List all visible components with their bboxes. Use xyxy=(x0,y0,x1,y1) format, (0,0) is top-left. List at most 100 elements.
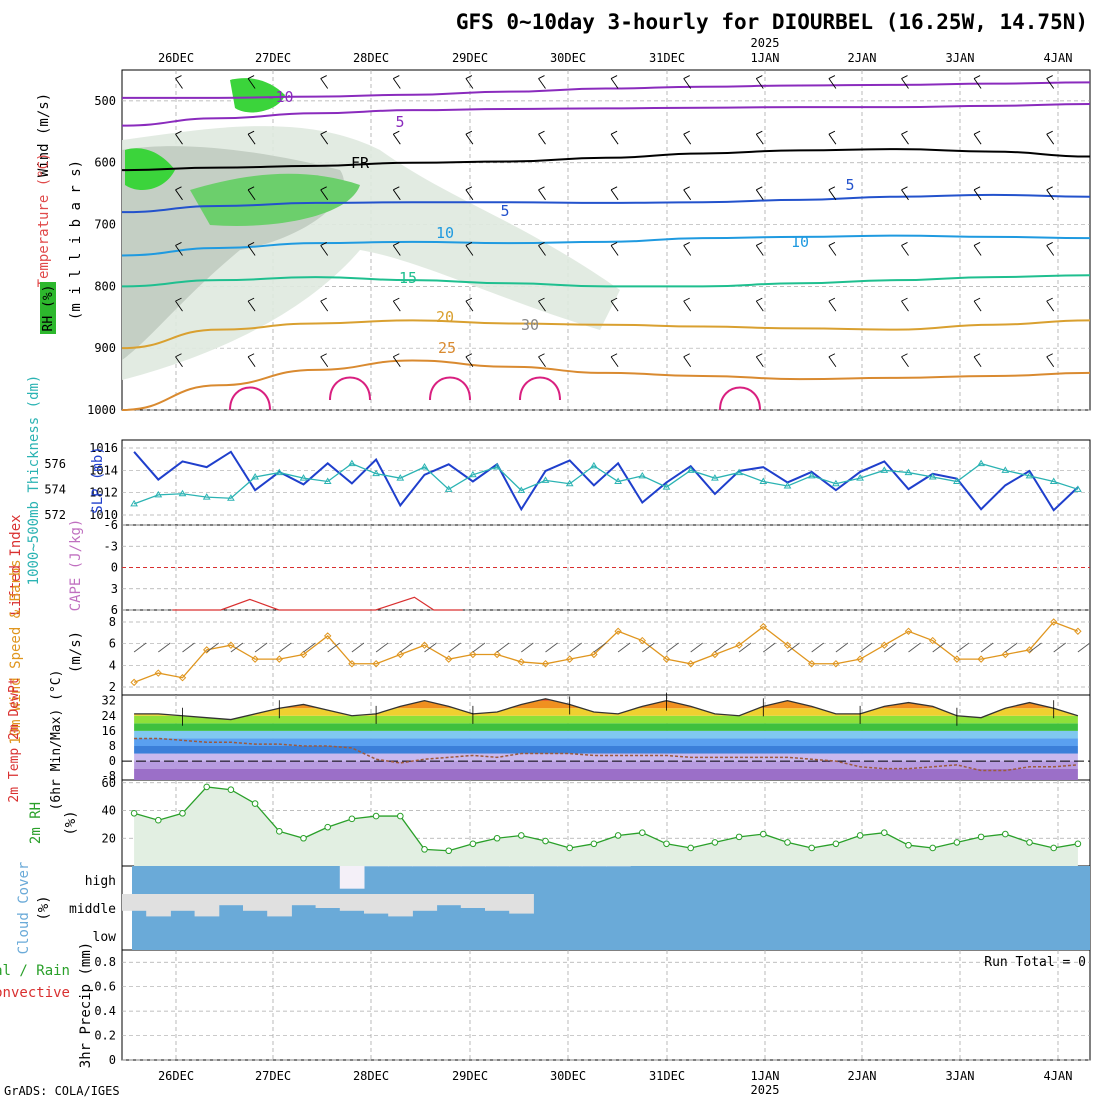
wind-barb xyxy=(901,78,909,89)
wind-barb-flag xyxy=(320,130,327,135)
contour-label: 10 xyxy=(791,233,809,251)
wind-barb-flag xyxy=(901,242,908,246)
surface-wind-barb xyxy=(738,642,752,653)
wind-barb-flag xyxy=(247,75,255,79)
wind-barb xyxy=(901,356,909,367)
wind-speed-marker xyxy=(1025,646,1034,654)
y-tick-label-slp: 1016 xyxy=(89,441,118,455)
y-tick-label-precip: 0.8 xyxy=(94,955,116,969)
middle-cloud-gap xyxy=(291,894,317,906)
rh-area xyxy=(134,786,1078,866)
wind-barb-flag xyxy=(247,297,255,302)
rh-marker xyxy=(276,828,283,835)
wind-barb xyxy=(320,189,329,201)
thickness-marker xyxy=(735,468,743,476)
upper-air-pressure-label: (m i l l i b a r s) xyxy=(68,160,84,320)
wind-barb xyxy=(320,300,329,312)
wind-barb-flag xyxy=(973,242,981,246)
cloud-level-label: low xyxy=(93,930,117,945)
y-tick-label-temp: -8 xyxy=(102,769,116,783)
wind-speed-marker xyxy=(759,622,768,631)
thickness-marker xyxy=(1001,466,1010,473)
surface-wind-barb xyxy=(884,642,897,653)
wind-barb xyxy=(755,300,764,312)
surface-wind-barb xyxy=(254,642,268,653)
wind-speed-marker xyxy=(832,660,840,668)
wind-barb-flag xyxy=(1046,297,1053,302)
rh-marker xyxy=(227,786,235,794)
y-tick-label-wind: 4 xyxy=(109,658,116,672)
wind-speed-marker xyxy=(1049,618,1058,626)
surface-wind-barb xyxy=(666,642,679,653)
wind-barb xyxy=(538,78,546,89)
wind-speed-marker xyxy=(517,658,526,666)
surface-wind-barb xyxy=(593,642,607,653)
wind-barb xyxy=(973,189,982,201)
wind-barb-flag xyxy=(901,186,908,191)
thickness-marker xyxy=(759,477,768,484)
rh-marker xyxy=(445,847,453,855)
wind-barb-flag xyxy=(610,353,618,358)
y-tick-label-pressure: 700 xyxy=(94,218,116,232)
theta-contour xyxy=(519,376,561,401)
wind-barb-flag xyxy=(683,75,690,79)
wind-barb xyxy=(901,189,909,201)
surface-wind-barb xyxy=(448,642,461,653)
isotherm-line xyxy=(121,148,1091,172)
wind-barb xyxy=(175,189,183,201)
y-tick-label-pressure: 900 xyxy=(94,341,116,355)
y-tick-label-temp: 32 xyxy=(102,694,116,708)
upper-air-temp-label: Temperature (°C) xyxy=(36,153,52,288)
wind-speed-marker xyxy=(928,636,937,645)
lifted-index-axis-label: Lifted Index xyxy=(8,514,24,615)
thickness-marker xyxy=(783,481,792,489)
wind-barb-flag xyxy=(683,297,690,302)
temp-axis-label: 2m Temp 2m DewPt xyxy=(7,677,22,802)
middle-cloud-gap xyxy=(194,894,220,917)
bottom-date-label: 27DEC xyxy=(255,1069,291,1083)
isotherm-line xyxy=(121,234,1091,257)
wind-barb xyxy=(1046,356,1055,367)
temp-color-band xyxy=(134,723,1078,731)
contour-label: FR xyxy=(351,154,370,172)
bottom-date-label: 1JAN xyxy=(751,1069,780,1083)
wind-barb-flag xyxy=(538,186,545,191)
middle-cloud-gap xyxy=(412,894,438,911)
thickness-marker xyxy=(711,474,719,481)
wind-speed-marker xyxy=(1074,627,1082,635)
wind-speed-marker xyxy=(711,650,719,659)
thickness-marker xyxy=(154,490,163,498)
wind-barb-flag xyxy=(828,186,836,191)
wind-speed-marker xyxy=(469,650,477,659)
surface-wind-barb xyxy=(303,642,316,653)
thickness-marker xyxy=(904,468,913,476)
wind-barb-flag xyxy=(247,353,255,358)
rh-marker xyxy=(130,809,138,817)
rh-marker xyxy=(179,809,186,817)
rh-line xyxy=(133,786,1079,852)
middle-cloud-gap xyxy=(170,894,196,911)
top-date-label: 3JAN xyxy=(946,51,975,65)
thickness-marker xyxy=(444,485,453,492)
y-tick-label-pressure: 800 xyxy=(94,279,116,293)
wind-barb-flag xyxy=(247,186,255,191)
surface-wind-barb xyxy=(400,642,413,653)
temp-color-band xyxy=(134,708,1078,716)
wind-speed-marker xyxy=(420,641,429,649)
thickness-marker xyxy=(130,499,138,507)
thickness-marker xyxy=(227,494,235,501)
thickness-marker xyxy=(178,489,187,497)
wind-barb xyxy=(683,356,692,367)
thickness-marker xyxy=(1049,477,1058,484)
surface-wind-barb xyxy=(182,642,195,653)
wind-barb xyxy=(1046,78,1055,89)
y-tick-label-precip: 0 xyxy=(109,1053,116,1067)
wind-barb xyxy=(1046,133,1055,145)
wind-speed-marker xyxy=(541,660,550,668)
wind-speed-marker xyxy=(178,674,187,682)
surface-wind-barb xyxy=(714,642,728,653)
bottom-date-label: 29DEC xyxy=(452,1069,488,1083)
rh-marker xyxy=(687,844,695,852)
wind-barb xyxy=(755,78,764,89)
wind-barb xyxy=(973,78,982,89)
